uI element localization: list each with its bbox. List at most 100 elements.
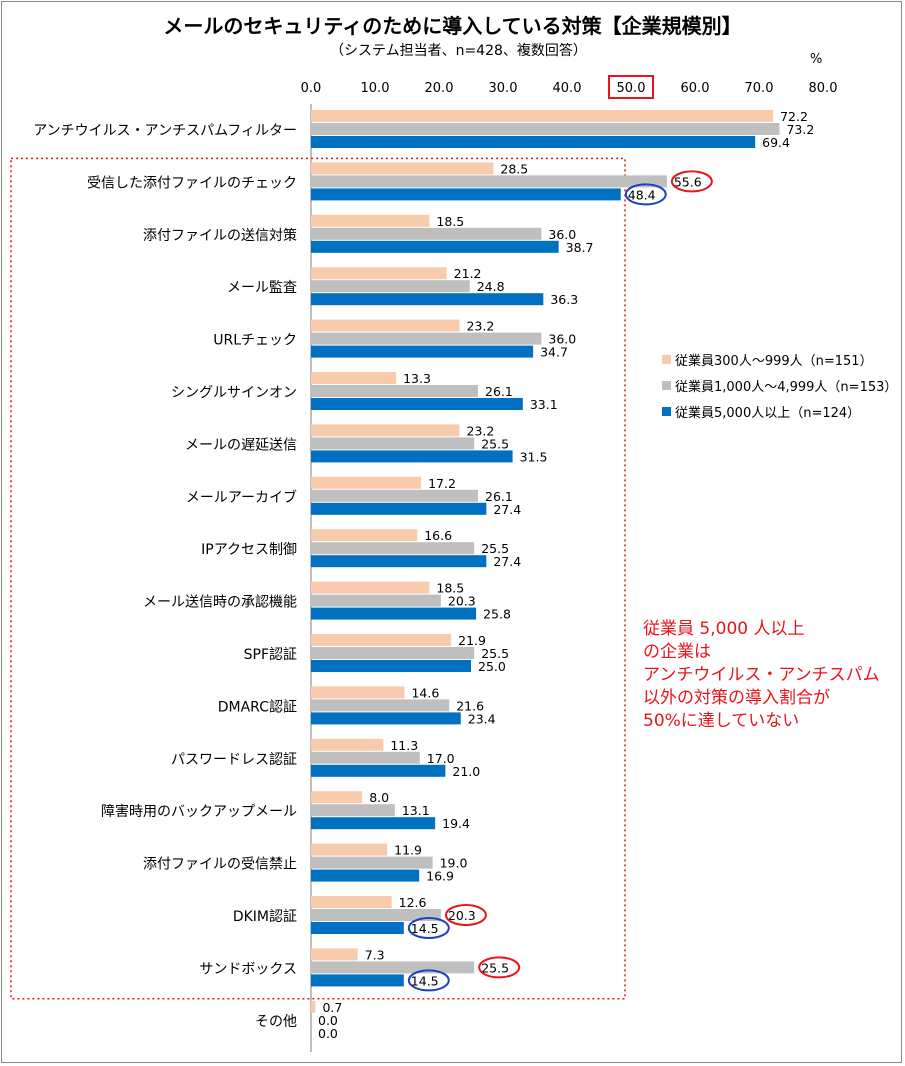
bar-2 bbox=[311, 909, 441, 921]
bar-1 bbox=[311, 110, 774, 122]
bar-1 bbox=[311, 581, 430, 594]
data-label: 36.0 bbox=[548, 227, 576, 242]
value-highlight-ellipse bbox=[624, 183, 667, 206]
data-label: 23.4 bbox=[468, 711, 496, 726]
data-label: 25.5 bbox=[481, 541, 509, 556]
bar-3 bbox=[311, 817, 436, 830]
data-label: 14.6 bbox=[411, 685, 439, 700]
bar-2 bbox=[311, 227, 542, 240]
data-label: 0.7 bbox=[322, 1000, 342, 1015]
legend-item: 従業員1,000人～4,999人（n=153） bbox=[662, 372, 897, 398]
chart-title: メールのセキュリティのために導入している対策【企業規模別】 bbox=[163, 14, 742, 38]
data-label: 36.0 bbox=[548, 332, 576, 347]
data-label: 13.1 bbox=[402, 803, 430, 818]
bar-2 bbox=[311, 542, 475, 555]
bar-3 bbox=[311, 660, 471, 672]
bar-2 bbox=[311, 699, 450, 712]
annotation-line: 50%に達していない bbox=[643, 711, 800, 731]
bar-2 bbox=[311, 280, 470, 293]
bar-2 bbox=[311, 856, 433, 869]
category-label: IPアクセス制御 bbox=[201, 542, 297, 558]
category-label: 障害時用のバックアップメール bbox=[101, 804, 297, 820]
legend-label: 従業員300人～999人（n=151） bbox=[675, 353, 873, 369]
data-label: 0.0 bbox=[318, 1013, 338, 1028]
data-label: 21.9 bbox=[458, 633, 486, 648]
data-label: 24.8 bbox=[477, 279, 505, 294]
legend: 従業員300人～999人（n=151） 従業員1,000人～4,999人（n=15… bbox=[662, 346, 897, 424]
bar-1 bbox=[311, 686, 405, 699]
data-label: 26.1 bbox=[485, 489, 513, 504]
value-highlight-ellipse bbox=[444, 904, 487, 926]
value-highlight-ellipse bbox=[407, 917, 450, 939]
bar-3 bbox=[311, 869, 420, 882]
bar-3 bbox=[311, 293, 544, 306]
bar-2 bbox=[311, 123, 780, 135]
data-label: 48.4 bbox=[628, 187, 656, 202]
data-label: 23.2 bbox=[466, 423, 494, 438]
value-highlight-ellipse bbox=[407, 969, 450, 992]
category-label: 添付ファイルの送信対策 bbox=[143, 227, 297, 244]
bar-2 bbox=[311, 961, 475, 974]
bar-1 bbox=[311, 424, 460, 437]
data-label: 21.2 bbox=[454, 266, 482, 281]
bar-3 bbox=[311, 764, 446, 777]
data-label: 25.5 bbox=[481, 436, 509, 451]
category-label: DMARC認証 bbox=[218, 699, 297, 715]
bar-3 bbox=[311, 136, 756, 148]
chart-subtitle: （システム担当者、n=428、複数回答） bbox=[330, 43, 587, 59]
data-label: 20.3 bbox=[448, 908, 476, 923]
bar-3 bbox=[311, 555, 487, 568]
data-label: 17.0 bbox=[427, 751, 455, 766]
bar-1 bbox=[311, 529, 418, 542]
category-label: URLチェック bbox=[213, 333, 297, 349]
data-label: 19.4 bbox=[442, 816, 470, 831]
category-label: メール監査 bbox=[227, 279, 297, 296]
x-tick-label: 70.0 bbox=[745, 81, 774, 96]
data-label: 14.5 bbox=[411, 973, 439, 988]
category-label: 添付ファイルの受信禁止 bbox=[143, 857, 297, 873]
data-label: 38.7 bbox=[566, 240, 594, 255]
data-label: 21.6 bbox=[456, 698, 484, 713]
bar-1 bbox=[311, 896, 392, 908]
annotation-line: アンチウイルス・アンチスパム bbox=[643, 665, 880, 685]
category-label: アンチウイルス・アンチスパムフィルター bbox=[33, 123, 297, 139]
legend-label: 従業員1,000人～4,999人（n=153） bbox=[675, 379, 898, 395]
data-label: 12.6 bbox=[399, 895, 427, 910]
data-label: 27.4 bbox=[493, 502, 521, 517]
x-tick-label: 50.0 bbox=[617, 81, 646, 96]
unit-label: % bbox=[810, 52, 823, 67]
data-label: 0.0 bbox=[318, 1026, 338, 1041]
value-highlight-ellipse bbox=[670, 170, 713, 193]
category-label: パスワードレス認証 bbox=[171, 752, 297, 768]
annotation-line: 従業員 5,000 人以上 bbox=[643, 619, 805, 639]
bar-1 bbox=[311, 319, 460, 332]
x-tick-label: 80.0 bbox=[809, 81, 838, 96]
bar-1 bbox=[311, 162, 494, 175]
data-label: 13.3 bbox=[403, 371, 431, 386]
data-label: 25.8 bbox=[483, 607, 511, 622]
category-label: メールアーカイブ bbox=[186, 489, 297, 506]
data-label: 14.5 bbox=[411, 921, 439, 936]
highlighted-tick-box bbox=[608, 75, 654, 99]
bar-3 bbox=[311, 188, 621, 201]
legend-label: 従業員5,000人以上（n=124） bbox=[675, 405, 861, 421]
bar-2 bbox=[311, 594, 441, 607]
data-label: 34.7 bbox=[540, 345, 568, 360]
bar-1 bbox=[311, 476, 422, 489]
category-label: その他 bbox=[255, 1014, 297, 1030]
bar-3 bbox=[311, 974, 404, 987]
bar-3 bbox=[311, 607, 477, 620]
data-label: 33.1 bbox=[530, 397, 558, 412]
data-label: 19.0 bbox=[440, 856, 468, 871]
data-label: 8.0 bbox=[369, 790, 389, 805]
data-label: 21.0 bbox=[452, 764, 480, 779]
bar-3 bbox=[311, 450, 513, 463]
x-tick-label: 40.0 bbox=[553, 81, 582, 96]
data-label: 31.5 bbox=[520, 449, 548, 464]
bar-3 bbox=[311, 502, 487, 515]
data-label: 16.6 bbox=[424, 528, 452, 543]
x-tick-label: 10.0 bbox=[361, 81, 390, 96]
data-label: 16.9 bbox=[426, 869, 454, 884]
